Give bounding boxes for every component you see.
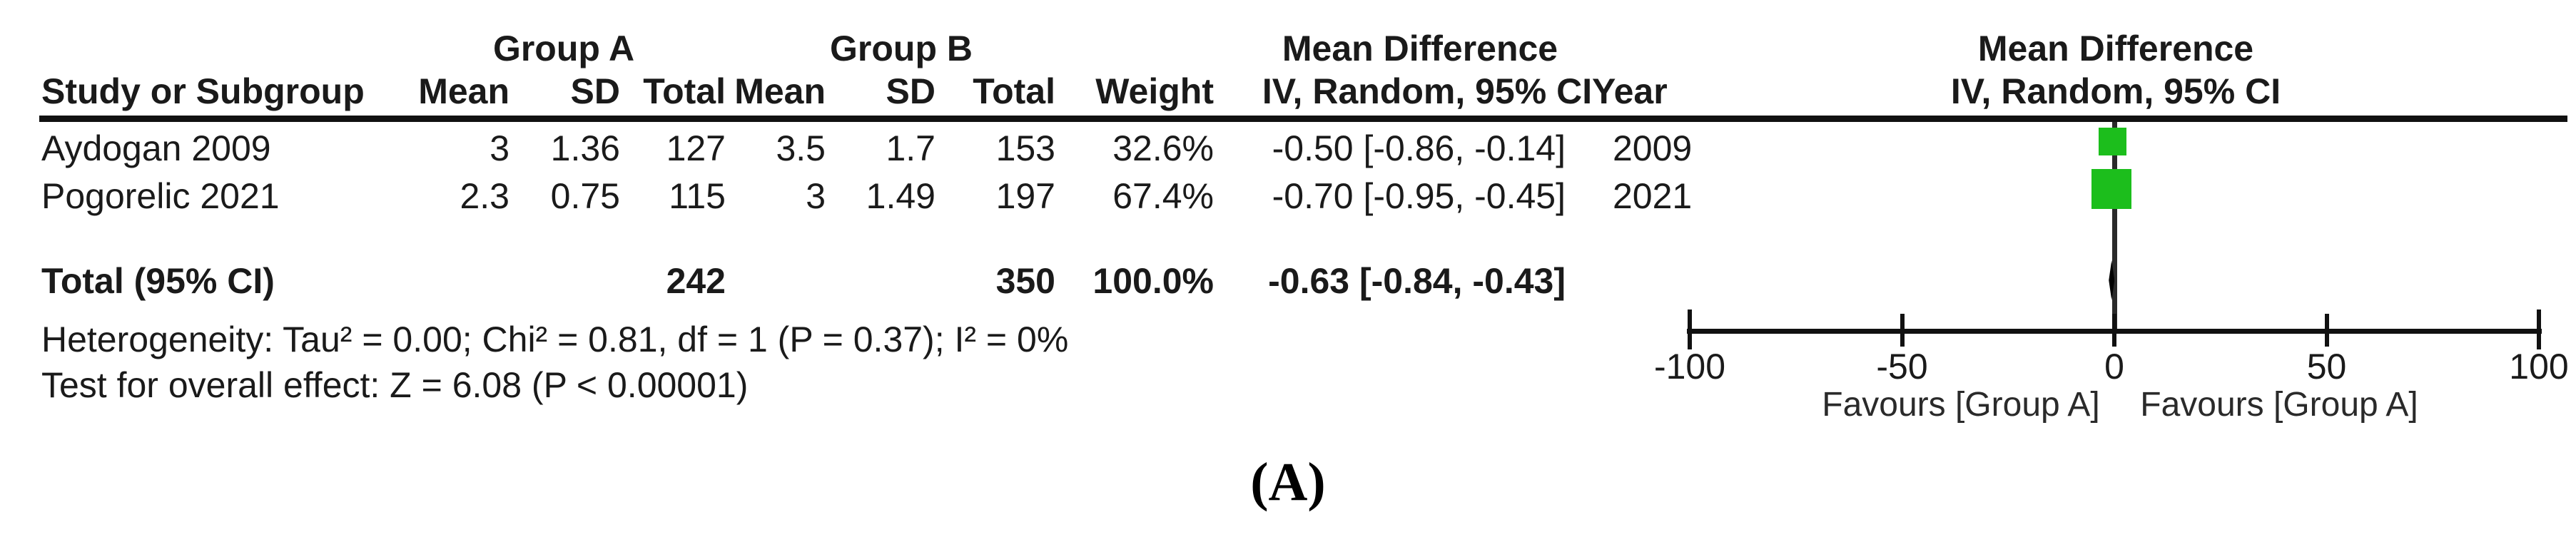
row-1-sd-a-cell: 1.36 (550, 128, 620, 168)
row-1-year-cell: 2009 (1613, 128, 1693, 168)
x-axis-tick (2112, 314, 2116, 347)
row-2-sd-b-cell: 1.49 (866, 176, 935, 216)
total-a-value: 242 (666, 261, 726, 301)
row-1-mean-a-cell: 3 (490, 128, 509, 168)
x-axis-tick (2324, 314, 2329, 347)
x-axis-tick-label: -50 (1876, 347, 1928, 387)
row-1-ci-cell: -0.50 [-0.86, -0.14] (1272, 128, 1566, 168)
overall-effect-text: Test for overall effect: Z = 6.08 (P < 0… (41, 365, 749, 405)
mean-b-column-header: Mean (734, 71, 826, 111)
row-1-weight-cell: 32.6% (1112, 128, 1214, 168)
row-2-sd-a-cell: 0.75 (550, 176, 620, 216)
total-diamond-marker (2109, 260, 2115, 300)
row-1-total-a-cell: 127 (666, 128, 726, 168)
row-2-total-a-cell: 115 (669, 176, 726, 216)
sd-b-column-header: SD (886, 71, 935, 111)
total-row-label: Total (95% CI) (41, 261, 275, 301)
x-axis-tick-label: 50 (2306, 347, 2347, 387)
study-marker-square (2098, 127, 2126, 155)
row-1-mean-b-cell: 3.5 (776, 128, 826, 168)
row-1-total-b-cell: 153 (995, 128, 1055, 168)
row-2-weight-cell: 67.4% (1112, 176, 1214, 216)
row-1-study-cell: Aydogan 2009 (41, 128, 271, 168)
plot-subtitle: IV, Random, 95% CI (1950, 71, 2281, 111)
row-2-total-b-cell: 197 (995, 176, 1055, 216)
mean-a-column-header: Mean (418, 71, 509, 111)
x-axis-tick (2537, 310, 2541, 349)
x-axis-tick-label: -100 (1653, 347, 1726, 387)
x-axis-tick (1900, 314, 1905, 347)
total-ci-value: -0.63 [-0.84, -0.43] (1268, 261, 1566, 301)
plot-title: Mean Difference (1977, 29, 2254, 68)
weight-column-header: Weight (1095, 71, 1214, 111)
row-2-study-cell: Pogorelic 2021 (41, 176, 280, 216)
row-2-year-cell: 2021 (1613, 176, 1693, 216)
header-divider-line (39, 116, 2567, 122)
x-axis-tick-label: 100 (2509, 347, 2569, 387)
group-b-header: Group B (830, 29, 973, 68)
study-marker-square (2091, 169, 2131, 209)
x-axis-tick (1688, 310, 1692, 349)
row-1-sd-b-cell: 1.7 (886, 128, 935, 168)
study-column-header: Study or Subgroup (41, 71, 365, 111)
year-column-header: Year (1592, 71, 1668, 111)
total-b-value: 350 (995, 261, 1055, 301)
sd-a-column-header: SD (570, 71, 620, 111)
total-b-column-header: Total (973, 71, 1055, 111)
heterogeneity-text: Heterogeneity: Tau² = 0.00; Chi² = 0.81,… (41, 319, 1069, 359)
row-2-mean-a-cell: 2.3 (460, 176, 509, 216)
effect-column-title: Mean Difference (1282, 29, 1558, 68)
x-axis-tick-label: 0 (2104, 347, 2124, 387)
total-a-column-header: Total (643, 71, 726, 111)
favours-left-label: Favours [Group A] (1822, 386, 2100, 424)
group-a-header: Group A (492, 29, 635, 68)
panel-caption: (A) (1250, 452, 1326, 512)
row-2-mean-b-cell: 3 (806, 176, 826, 216)
ci-column-header: IV, Random, 95% CI (1262, 71, 1593, 111)
total-weight-value: 100.0% (1092, 261, 1214, 301)
zero-effect-line (2111, 122, 2117, 334)
favours-right-label: Favours [Group A] (2140, 386, 2418, 424)
row-2-ci-cell: -0.70 [-0.95, -0.45] (1272, 176, 1566, 216)
